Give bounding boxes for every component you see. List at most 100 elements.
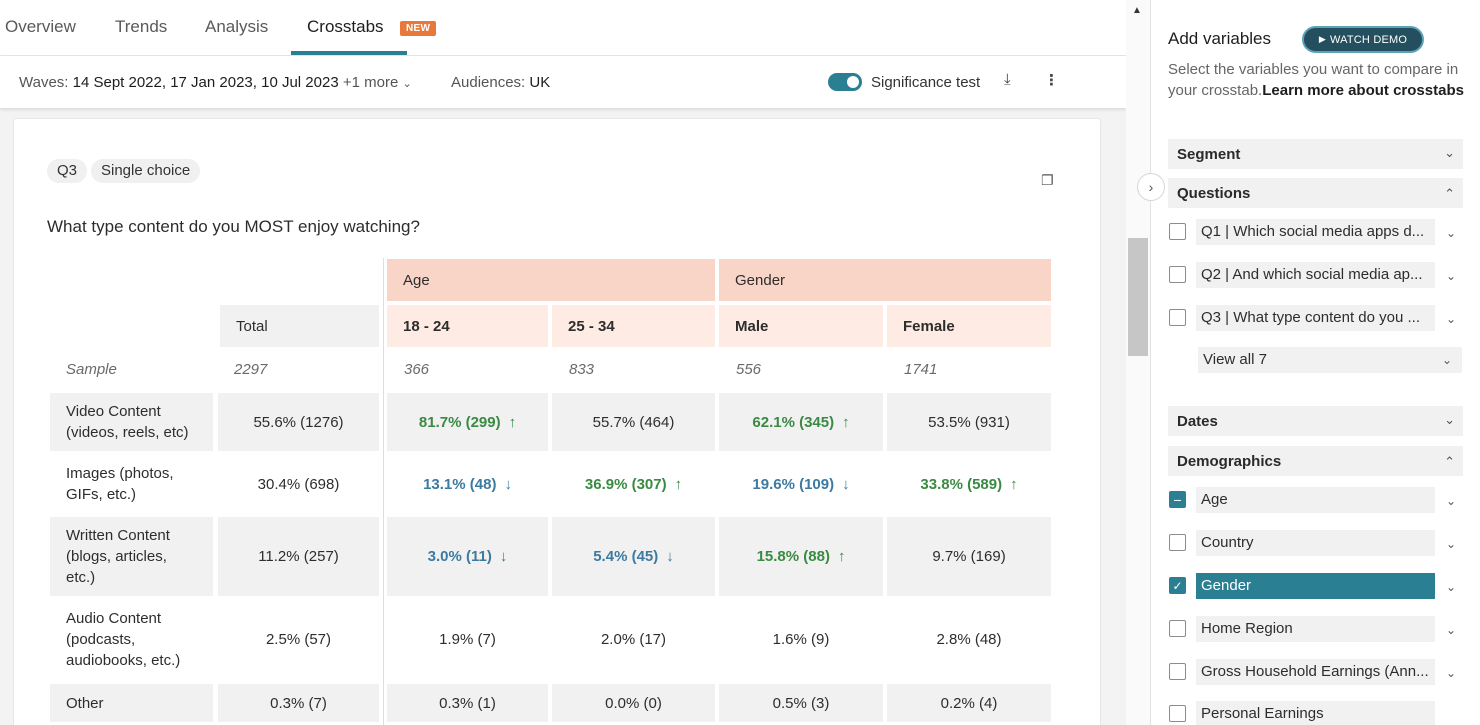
learn-more-link[interactable]: Learn more about crosstabs — [1262, 82, 1464, 99]
demographic-checkbox-personal-earnings[interactable] — [1169, 705, 1186, 722]
more-options-icon[interactable]: ⋮ — [1044, 72, 1059, 89]
section-questions[interactable]: Questions ⌃ — [1168, 178, 1463, 208]
cell-value: 3.0% (11) — [427, 548, 492, 565]
cell-value: 55.6% (1276) — [253, 413, 344, 431]
arrow-down-icon: ↓ — [504, 475, 512, 493]
column-header-25-34: 25 - 34 — [552, 305, 715, 347]
demographic-checkbox-gender[interactable]: ✓ — [1169, 577, 1186, 594]
cell-value: 15.8% (88) — [756, 548, 830, 565]
table-cell: 1.9% (7) — [387, 600, 548, 679]
watch-demo-button[interactable]: ▶ WATCH DEMO — [1302, 26, 1424, 53]
chevron-down-icon[interactable]: ⌄ — [1446, 623, 1457, 637]
sample-female: 1741 — [904, 360, 938, 378]
question-text: What type content do you MOST enjoy watc… — [47, 217, 420, 236]
audiences-value: UK — [529, 74, 551, 91]
cell-value: 19.6% (109) — [752, 475, 835, 493]
question-item-q3[interactable]: Q3 | What type content do you ... — [1196, 305, 1435, 331]
column-header-total: Total — [220, 305, 379, 347]
chevron-down-icon[interactable]: ⌄ — [1446, 269, 1457, 283]
demographic-item-age[interactable]: Age — [1196, 487, 1435, 513]
tab-overview[interactable]: Overview — [5, 17, 76, 36]
table-cell: 30.4% (698) — [218, 455, 379, 513]
row-label: Images (photos, GIFs, etc.) — [66, 465, 174, 503]
check-icon: ✓ — [1172, 578, 1183, 593]
arrow-up-icon: ↑ — [837, 548, 846, 565]
collapse-panel-button[interactable]: › — [1137, 173, 1165, 201]
table-cell: 2.0% (17) — [552, 600, 715, 679]
waves-filter[interactable]: Waves: 14 Sept 2022, 17 Jan 2023, 10 Jul… — [19, 74, 412, 91]
chevron-down-icon[interactable]: ⌄ — [1446, 537, 1457, 551]
cell-value: 2.8% (48) — [936, 631, 1002, 648]
chevron-down-icon[interactable]: ⌄ — [1446, 494, 1457, 508]
demographic-checkbox-household-earnings[interactable] — [1169, 663, 1186, 680]
cell-value: 0.0% (0) — [605, 694, 662, 712]
demographic-item-personal-earnings[interactable]: Personal Earnings — [1196, 701, 1435, 725]
section-demographics-label: Demographics — [1177, 452, 1282, 470]
download-icon[interactable]: ⤓ — [1004, 71, 1011, 88]
section-segment-label: Segment — [1177, 145, 1241, 163]
table-divider — [383, 258, 384, 725]
demographic-checkbox-home-region[interactable] — [1169, 620, 1186, 637]
demographic-item-household-earnings[interactable]: Gross Household Earnings (Ann... — [1196, 659, 1435, 685]
table-cell: 0.0% (0) — [552, 684, 715, 722]
question-type-chip: Single choice — [91, 159, 201, 183]
audiences-filter[interactable]: Audiences: UK — [451, 74, 550, 91]
chevron-down-icon: ⌄ — [402, 78, 412, 90]
section-dates[interactable]: Dates ⌄ — [1168, 406, 1463, 436]
tab-crosstabs[interactable]: Crosstabs — [307, 17, 384, 36]
sample-25-34: 833 — [569, 360, 595, 378]
active-tab-indicator — [291, 51, 407, 55]
table-cell: 55.7% (464) — [552, 393, 715, 451]
waves-more[interactable]: +1 more — [342, 74, 399, 91]
chevron-down-icon[interactable]: ⌄ — [1446, 666, 1457, 680]
significance-toggle[interactable] — [828, 73, 862, 91]
chevron-down-icon[interactable]: ⌄ — [1446, 226, 1457, 240]
cell-value: 2.0% (17) — [600, 631, 667, 648]
row-label: Written Content (blogs, articles, etc.) — [50, 517, 213, 596]
sample-18-24: 366 — [404, 360, 430, 378]
row-label: Video Content (videos, reels, etc) — [50, 393, 213, 451]
question-checkbox-q3[interactable] — [1169, 309, 1186, 326]
question-item-q1[interactable]: Q1 | Which social media apps d... — [1196, 219, 1435, 245]
chevron-down-icon: ⌄ — [1444, 145, 1455, 160]
tab-trends[interactable]: Trends — [115, 17, 168, 36]
table-cell: 3.0% (11) ↓ — [387, 517, 548, 596]
scrollbar-thumb[interactable] — [1128, 238, 1148, 356]
view-all-questions[interactable]: View all 7 ⌄ — [1198, 347, 1462, 373]
arrow-up-icon: ↑ — [842, 413, 850, 431]
sample-male: 556 — [736, 360, 762, 378]
play-icon: ▶ — [1318, 34, 1326, 44]
question-checkbox-q1[interactable] — [1169, 223, 1186, 240]
waves-value: 14 Sept 2022, 17 Jan 2023, 10 Jul 2023 — [72, 74, 339, 91]
arrow-down-icon: ↓ — [842, 475, 850, 493]
demographic-item-home-region[interactable]: Home Region — [1196, 616, 1435, 642]
section-questions-label: Questions — [1177, 184, 1251, 202]
copy-icon[interactable]: ❐ — [1041, 172, 1054, 188]
tab-analysis[interactable]: Analysis — [205, 17, 269, 36]
cell-value: 5.4% (45) — [593, 548, 659, 565]
chevron-down-icon[interactable]: ⌄ — [1446, 312, 1457, 326]
section-segment[interactable]: Segment ⌄ — [1168, 139, 1463, 169]
table-cell: 81.7% (299) ↑ — [387, 393, 548, 451]
section-demographics[interactable]: Demographics ⌃ — [1168, 446, 1463, 476]
cell-value: 30.4% (698) — [257, 475, 340, 493]
cell-value: 81.7% (299) — [418, 413, 501, 431]
arrow-up-icon: ↑ — [1010, 475, 1018, 493]
minus-icon: − — [1173, 491, 1182, 508]
cell-value: 1.6% (9) — [772, 631, 830, 648]
waves-label: Waves: — [19, 74, 69, 91]
demographic-checkbox-country[interactable] — [1169, 534, 1186, 551]
cell-value: 53.5% (931) — [928, 413, 1010, 431]
table-cell: 2.5% (57) — [218, 600, 379, 679]
cell-value: 36.9% (307) — [584, 475, 667, 493]
demographic-item-country[interactable]: Country — [1196, 530, 1435, 556]
scroll-up-icon[interactable]: ▲ — [1132, 5, 1142, 16]
chevron-down-icon[interactable]: ⌄ — [1446, 580, 1457, 594]
scrollbar[interactable]: ▲ — [1126, 0, 1150, 725]
question-checkbox-q2[interactable] — [1169, 266, 1186, 283]
demographic-item-gender[interactable]: Gender — [1196, 573, 1435, 599]
question-item-q2[interactable]: Q2 | And which social media ap... — [1196, 262, 1435, 288]
column-header-female: Female — [887, 305, 1051, 347]
demographic-checkbox-age[interactable]: − — [1169, 491, 1186, 508]
arrow-up-icon: ↑ — [674, 475, 683, 493]
